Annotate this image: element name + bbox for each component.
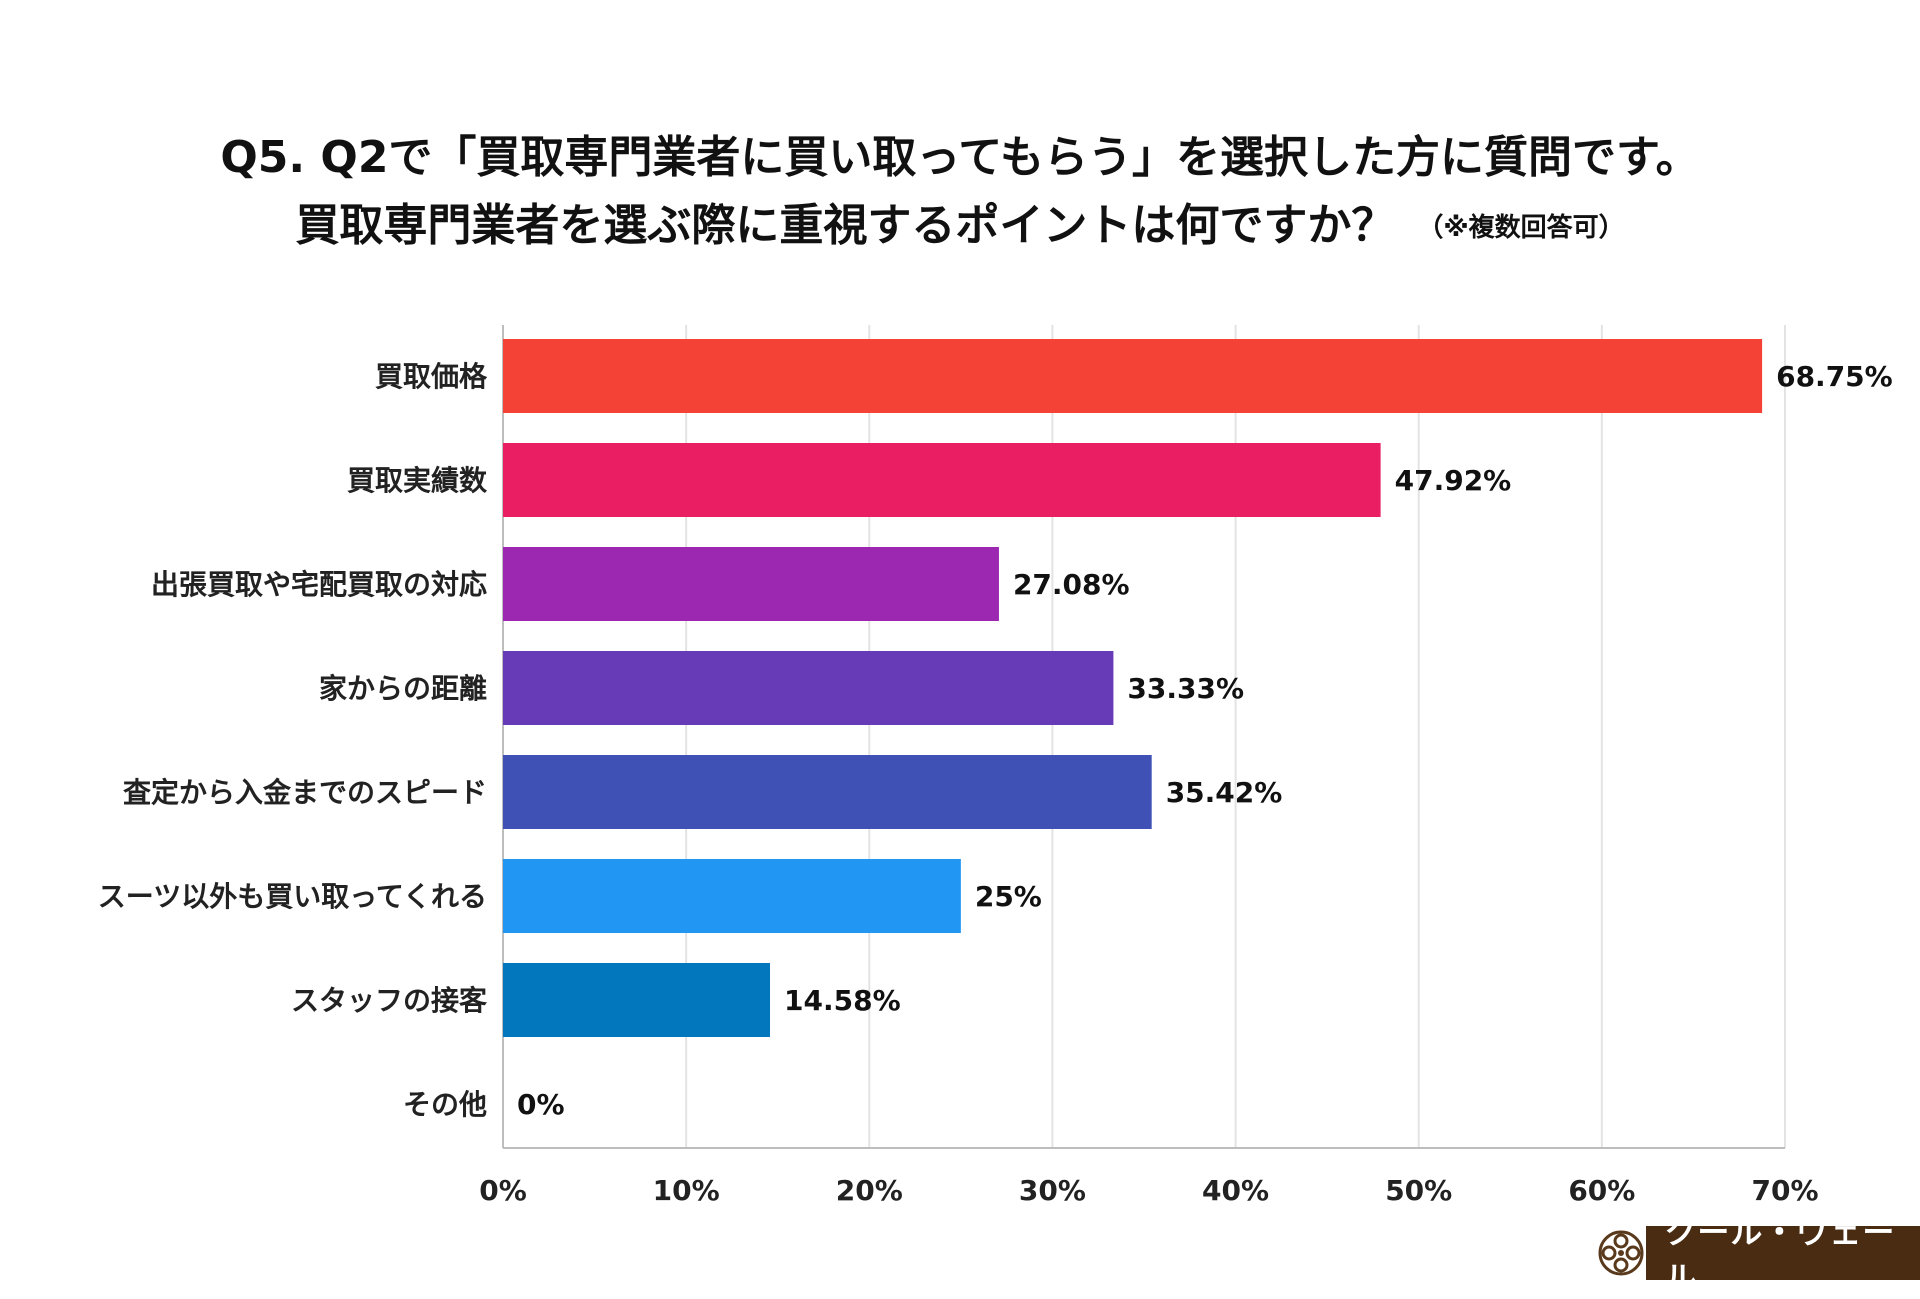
title-line-2-text: 買取専門業者を選ぶ際に重視するポイントは何ですか？ (295, 200, 1396, 251)
category-label: 買取実績数 (347, 464, 488, 497)
title-line-2: 買取専門業者を選ぶ際に重視するポイントは何ですか？ （※複数回答可） (0, 196, 1920, 258)
bar (503, 547, 999, 621)
bar (503, 755, 1152, 829)
x-tick-label: 60% (1568, 1174, 1635, 1207)
bar (503, 859, 961, 933)
x-tick-label: 70% (1751, 1174, 1818, 1207)
category-label: 出張買取や宅配買取の対応 (151, 568, 487, 601)
bar (503, 339, 1763, 413)
data-label: 47.92% (1395, 464, 1512, 497)
title-line-1: Q5. Q2で「買取専門業者に買い取ってもらう」を選択した方に質問です。 (220, 132, 1700, 183)
bar (503, 963, 771, 1037)
x-tick-label: 0% (479, 1174, 527, 1207)
logo-text: クール・ヴェール (1646, 1213, 1920, 1297)
x-tick-label: 50% (1385, 1174, 1452, 1207)
category-label: 買取価格 (375, 360, 488, 393)
category-label: 家からの距離 (319, 672, 487, 705)
title-note: （※複数回答可） (1417, 213, 1625, 243)
x-tick-label: 40% (1202, 1174, 1269, 1207)
brand-logo: クール・ヴェール (1596, 1213, 1920, 1297)
chart-title: Q5. Q2で「買取専門業者に買い取ってもらう」を選択した方に質問です。 買取専… (0, 128, 1920, 258)
x-tick-label: 30% (1019, 1174, 1086, 1207)
x-tick-label: 20% (836, 1174, 903, 1207)
logo-emblem-icon (1596, 1226, 1647, 1280)
bar (503, 651, 1114, 725)
data-label: 0% (517, 1088, 565, 1121)
data-label: 68.75% (1776, 360, 1893, 393)
category-label: スーツ以外も買い取ってくれる (98, 880, 487, 913)
category-label: 査定から入金までのスピード (123, 776, 487, 809)
category-label: その他 (403, 1088, 487, 1121)
data-label: 25% (975, 880, 1042, 913)
data-label: 35.42% (1166, 776, 1283, 809)
bar (503, 443, 1381, 517)
data-label: 14.58% (784, 984, 901, 1017)
category-label: スタッフの接客 (291, 984, 488, 1017)
data-label: 27.08% (1013, 568, 1130, 601)
x-tick-label: 10% (653, 1174, 720, 1207)
data-label: 33.33% (1127, 672, 1244, 705)
